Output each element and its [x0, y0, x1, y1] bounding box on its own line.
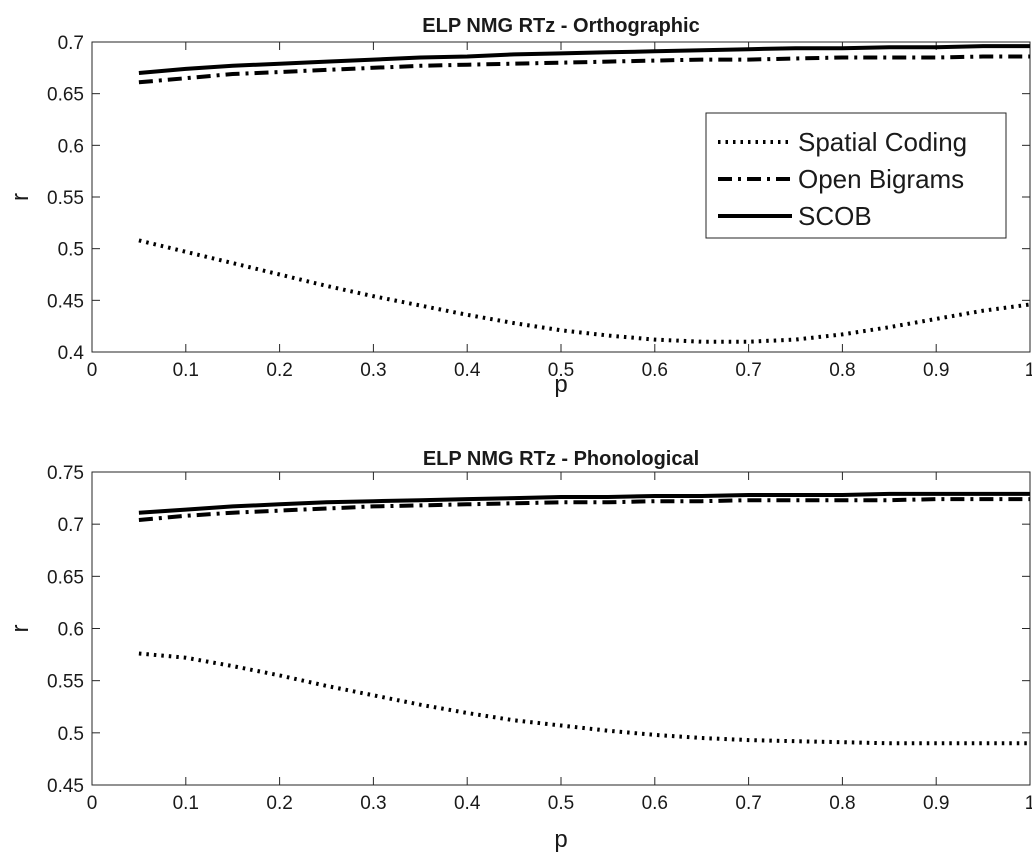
- y-tick-label: 0.45: [47, 291, 84, 312]
- y-tick-label: 0.55: [47, 188, 84, 209]
- x-tick-label: 0.9: [923, 360, 949, 381]
- chart-title: ELP NMG RTz - Orthographic: [422, 15, 699, 37]
- x-axis-label: p: [554, 371, 567, 398]
- legend-entry: Spatial Coding: [798, 127, 967, 157]
- series-line-dashdot: [138, 497, 1030, 522]
- y-tick-label: 0.55: [47, 672, 84, 693]
- x-tick-label: 0.7: [735, 793, 761, 814]
- x-tick-label: 0.3: [360, 360, 386, 381]
- chart-panel-2: 0 0.1 0.2 0.3 0.4 0.5 0.6 0.7 0.8 0.9 1 0.45 0.5 0.55…: [7, 448, 1032, 853]
- x-tick-label: 1: [1025, 360, 1032, 381]
- legend-entry: Open Bigrams: [798, 164, 964, 194]
- x-tick-label: 0.4: [454, 360, 481, 381]
- x-tick-label: 0.2: [266, 793, 292, 814]
- x-tick-label: 0.1: [173, 793, 199, 814]
- y-axis-label: r: [7, 625, 34, 633]
- legend-entry: SCOB: [798, 201, 872, 231]
- plot-area: [91, 471, 1031, 786]
- y-tick-label: 0.6: [58, 620, 84, 641]
- series-line-dotted: [138, 651, 1030, 746]
- y-tick-label: 0.5: [58, 240, 84, 261]
- y-axis-label: r: [7, 193, 34, 201]
- x-tick-label: 0.1: [173, 360, 199, 381]
- x-axis-label: p: [554, 826, 567, 853]
- x-tick-label: 0.5: [548, 793, 574, 814]
- x-tick-label: 0.3: [360, 793, 386, 814]
- series-line-solid: [138, 44, 1030, 75]
- x-tick-label: 0.4: [454, 793, 481, 814]
- x-tick-label: 0.9: [923, 793, 949, 814]
- series-line-solid: [138, 491, 1030, 515]
- x-tick-label: 0: [87, 793, 98, 814]
- series-line-dashdot: [138, 54, 1030, 85]
- y-tick-label: 0.4: [58, 343, 85, 364]
- chart-title: ELP NMG RTz - Phonological: [423, 448, 699, 470]
- x-tick-label: 0.6: [642, 360, 668, 381]
- x-tick-label: 0.7: [735, 360, 761, 381]
- legend: Spatial Coding Open Bigrams SCOB: [705, 112, 1007, 239]
- y-tick-label: 0.65: [47, 567, 84, 588]
- y-tick-label: 0.75: [47, 463, 84, 484]
- chart-panel-1: 0 0.1 0.2 0.3 0.4 0.5 0.6 0.7 0.8 0.9 1 0.4 0.45 0.5 0…: [7, 15, 1032, 398]
- x-tick-label: 0: [87, 360, 98, 381]
- y-tick-label: 0.45: [47, 776, 84, 797]
- y-tick-label: 0.6: [58, 136, 84, 157]
- x-tick-label: 1: [1025, 793, 1032, 814]
- y-tick-label: 0.65: [47, 85, 84, 106]
- y-tick-label: 0.7: [58, 515, 84, 536]
- x-tick-label: 0.5: [548, 360, 574, 381]
- x-tick-label: 0.8: [829, 793, 855, 814]
- y-tick-label: 0.7: [58, 33, 84, 54]
- x-tick-label: 0.6: [642, 793, 668, 814]
- y-tick-label: 0.5: [58, 724, 84, 745]
- x-tick-label: 0.8: [829, 360, 855, 381]
- x-tick-label: 0.2: [266, 360, 292, 381]
